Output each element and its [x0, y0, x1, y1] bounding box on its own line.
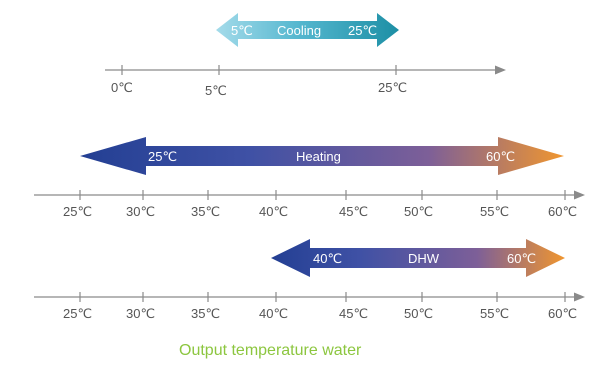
heating-axis: 25℃ 30℃ 35℃ 40℃ 45℃ 50℃ 55℃ 60℃: [34, 190, 585, 219]
dhw-tick-label: 45℃: [339, 306, 368, 321]
cooling-ticks: [121, 65, 397, 75]
heating-ticks: [79, 190, 566, 200]
dhw-axis: 25℃ 30℃ 35℃ 40℃ 45℃ 50℃ 55℃ 60℃: [34, 292, 585, 321]
cooling-arrow: 5℃ Cooling 25℃: [216, 13, 399, 47]
dhw-tick-label: 55℃: [480, 306, 509, 321]
cooling-axis-arrowhead: [495, 65, 506, 75]
cooling-tick-label: 5℃: [205, 83, 227, 98]
cooling-tick-label: 25℃: [378, 80, 407, 95]
heating-end-label: 60℃: [486, 149, 515, 164]
dhw-tick-label: 25℃: [63, 306, 92, 321]
heating-tick-label: 55℃: [480, 204, 509, 219]
cooling-arrow-shape: [216, 13, 399, 47]
heating-tick-label: 35℃: [191, 204, 220, 219]
dhw-axis-arrowhead: [574, 292, 585, 302]
heating-tick-label: 25℃: [63, 204, 92, 219]
dhw-ticks: [79, 292, 566, 302]
dhw-tick-label: 40℃: [259, 306, 288, 321]
cooling-start-label: 5℃: [231, 23, 253, 38]
heating-start-label: 25℃: [148, 149, 177, 164]
dhw-label: DHW: [408, 251, 440, 266]
dhw-tick-label: 35℃: [191, 306, 220, 321]
diagram-caption: Output temperature water: [179, 342, 362, 359]
dhw-start-label: 40℃: [313, 251, 342, 266]
heating-axis-arrowhead: [574, 190, 585, 200]
dhw-arrow-shape: [271, 239, 565, 277]
heating-label: Heating: [296, 149, 341, 164]
dhw-tick-label: 50℃: [404, 306, 433, 321]
cooling-end-label: 25℃: [348, 23, 377, 38]
dhw-end-label: 60℃: [507, 251, 536, 266]
heating-tick-label: 40℃: [259, 204, 288, 219]
cooling-tick-label: 0℃: [111, 80, 133, 95]
dhw-tick-label: 60℃: [548, 306, 577, 321]
dhw-arrow: 40℃ DHW 60℃: [271, 239, 565, 277]
heating-arrow-shape: [80, 137, 564, 175]
cooling-label: Cooling: [277, 23, 321, 38]
heating-tick-label: 30℃: [126, 204, 155, 219]
dhw-tick-label: 30℃: [126, 306, 155, 321]
heating-arrow: 25℃ Heating 60℃: [80, 137, 564, 175]
heating-tick-label: 45℃: [339, 204, 368, 219]
heating-tick-label: 60℃: [548, 204, 577, 219]
heating-tick-label: 50℃: [404, 204, 433, 219]
cooling-axis: 0℃ 5℃ 25℃: [105, 65, 506, 98]
